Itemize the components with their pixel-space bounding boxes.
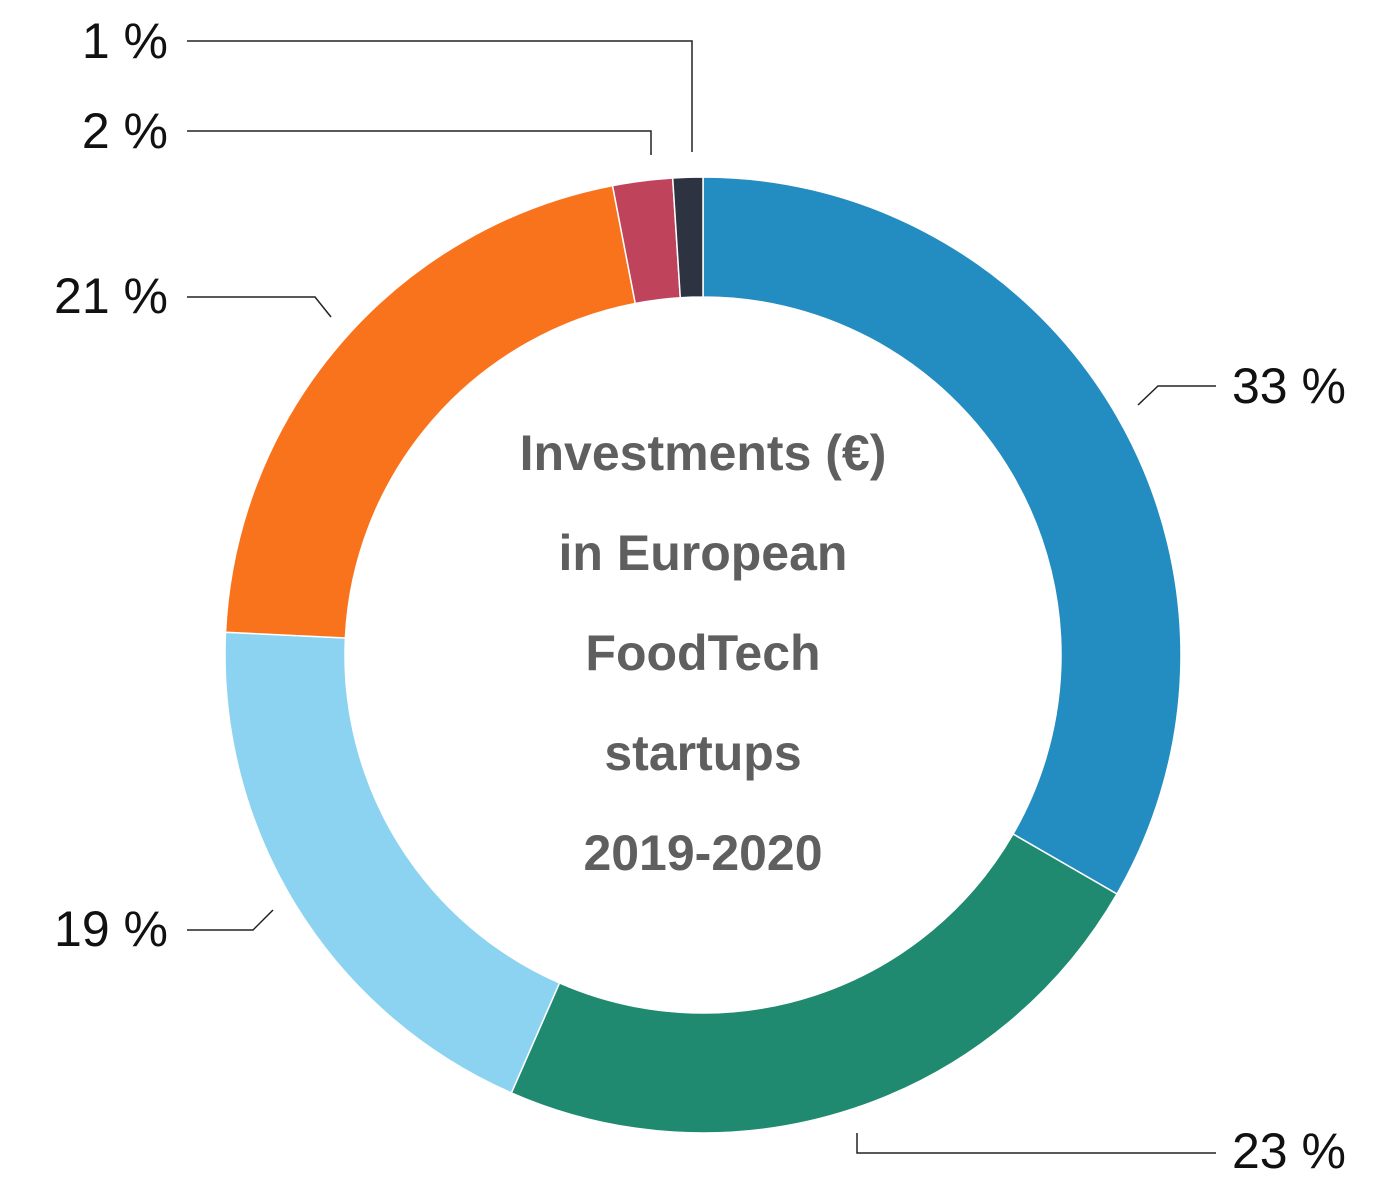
data-label: 33 % [1232, 358, 1346, 414]
data-label: 1 % [82, 13, 168, 69]
data-label: 19 % [54, 901, 168, 957]
center-text: FoodTech [585, 625, 820, 681]
slice [671, 176, 704, 299]
leader-line [856, 1133, 1216, 1154]
center-text: 2019-2020 [583, 825, 822, 881]
slice [702, 176, 1182, 896]
data-label: 21 % [54, 268, 168, 324]
data-label: 23 % [1232, 1123, 1346, 1179]
data-label: 2 % [82, 103, 168, 159]
leader-line [1137, 385, 1216, 406]
center-text: in European [559, 525, 848, 581]
leader-line [187, 909, 274, 931]
slice [224, 631, 561, 1094]
center-text: Investments (€) [520, 425, 887, 481]
leader-line [187, 296, 332, 318]
center-text: startups [604, 725, 801, 781]
slice [510, 832, 1118, 1134]
leader-line [187, 130, 652, 155]
leader-line [187, 40, 693, 152]
